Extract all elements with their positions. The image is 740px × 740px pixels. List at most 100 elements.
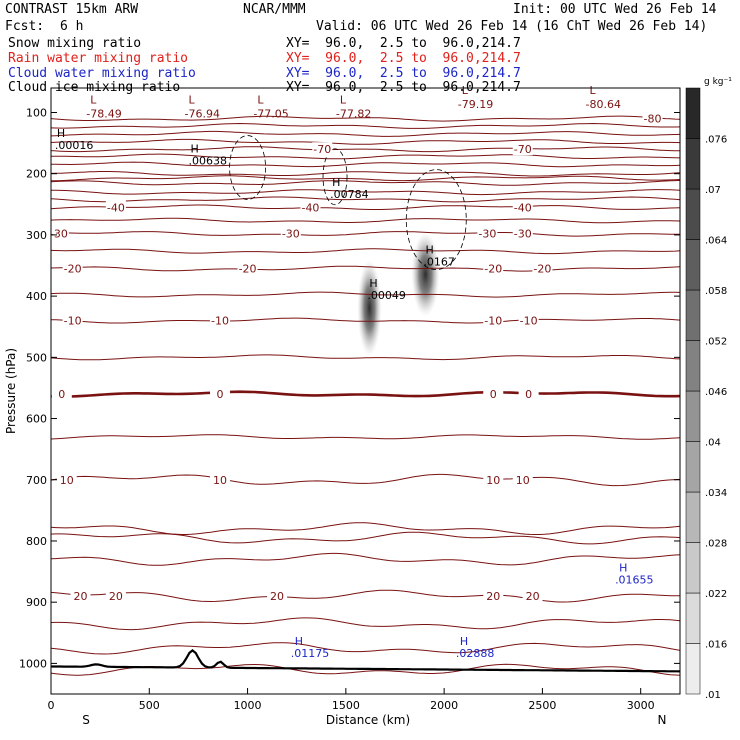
colorbar-segment xyxy=(685,592,701,644)
contour-label: 20 xyxy=(270,590,284,603)
high-marker: H xyxy=(460,635,468,648)
field-cloudwater-xy: XY= 96.0, 2.5 to 96.0,214.7 xyxy=(286,66,521,81)
x-tick-label: 1000 xyxy=(234,699,262,712)
snow-maximum-label: .0167 xyxy=(423,255,455,268)
contour-label: 0 xyxy=(490,388,497,401)
contour-label: -70 xyxy=(514,143,532,156)
contour-label-bg xyxy=(518,313,539,327)
contour-label: 20 xyxy=(526,590,540,603)
low-marker: L xyxy=(340,93,347,106)
contour-label: 20 xyxy=(73,590,87,603)
low-marker: L xyxy=(462,84,469,97)
temperature-contour-line xyxy=(51,265,680,272)
x-tick-label: 3000 xyxy=(627,699,655,712)
contour-label: -30 xyxy=(478,228,496,241)
contour-label-bg xyxy=(477,226,498,240)
plot-frame xyxy=(50,87,681,695)
temperature-minimum-label: -77.82 xyxy=(336,107,371,120)
freezing-contour-line xyxy=(51,390,680,398)
temperature-minimum-label: -80.64 xyxy=(586,98,621,111)
low-marker: L xyxy=(257,93,264,106)
contour-label-bg xyxy=(237,261,258,275)
colorbar-label: .04 xyxy=(705,438,721,449)
low-marker: L xyxy=(90,93,97,106)
y-tick-label: 900 xyxy=(26,596,47,609)
temperature-contour-line xyxy=(51,204,680,210)
colorbar-label: .01 xyxy=(705,690,721,701)
temperature-contour-line xyxy=(51,552,680,566)
contour-label-bg xyxy=(105,589,126,603)
contour-label: -10 xyxy=(520,315,538,328)
contour-label: -10 xyxy=(484,315,502,328)
low-marker: L xyxy=(590,84,597,97)
y-tick-label: 800 xyxy=(26,535,47,548)
contour-label-bg xyxy=(48,226,69,240)
init-time: Init: 00 UTC Wed 26 Feb 14 xyxy=(513,2,717,17)
colorbar-unit: g kg⁻¹ xyxy=(704,77,732,87)
contour-label-bg xyxy=(483,387,504,401)
field-rain-xy: XY= 96.0, 2.5 to 96.0,214.7 xyxy=(286,51,521,66)
high-marker: H xyxy=(295,635,303,648)
snow-maximum-label: .00016 xyxy=(55,139,94,152)
x-tick-label: 2000 xyxy=(430,699,458,712)
high-marker: H xyxy=(332,176,340,189)
contour-label-bg xyxy=(210,472,231,486)
colorbar-label: .07 xyxy=(705,185,721,196)
contour-label: -70 xyxy=(313,143,331,156)
colorbar-segment xyxy=(685,239,701,291)
temperature-contour-line xyxy=(51,231,680,237)
contour-label-bg xyxy=(512,226,533,240)
contour-label: 20 xyxy=(486,590,500,603)
contour-label-bg xyxy=(56,472,77,486)
temperature-contour-line xyxy=(51,171,680,177)
contour-label: -20 xyxy=(533,263,551,276)
low-marker: L xyxy=(189,93,196,106)
contour-label-bg xyxy=(312,142,333,156)
contour-label-bg xyxy=(105,200,126,214)
forecast-label: Fcst: xyxy=(5,19,45,34)
field-snow-name: Snow mixing ratio xyxy=(8,36,142,51)
temperature-contour-line xyxy=(51,122,680,129)
contour-label-bg xyxy=(51,387,72,401)
colorbar-label: .034 xyxy=(705,488,727,499)
temperature-contour-line xyxy=(51,248,680,255)
high-marker: H xyxy=(369,277,377,290)
snow-maximum-label: .00784 xyxy=(330,188,369,201)
y-tick-label: 200 xyxy=(26,168,47,181)
colorbar-label: .028 xyxy=(705,539,727,550)
terrain-line xyxy=(51,648,680,673)
contour-label: -30 xyxy=(514,228,532,241)
cloud-ice-contour xyxy=(322,148,348,206)
colorbar-label: .058 xyxy=(705,286,727,297)
high-marker: H xyxy=(619,562,627,575)
temperature-contour-line xyxy=(51,354,680,361)
colorbar-segment xyxy=(685,441,701,493)
x-end-label-north: N xyxy=(658,713,667,727)
x-axis-title: Distance (km) xyxy=(326,713,410,727)
contour-label-bg xyxy=(210,313,231,327)
contour-label: -10 xyxy=(64,315,82,328)
contour-label: 0 xyxy=(58,388,65,401)
contour-label-bg xyxy=(267,589,288,603)
x-tick-label: 1500 xyxy=(332,699,360,712)
contour-label-bg xyxy=(210,387,231,401)
forecast-value: 6 h xyxy=(60,19,84,34)
contour-label-bg xyxy=(483,313,504,327)
contour-label: -80 xyxy=(643,113,661,126)
x-tick-label: 500 xyxy=(139,699,160,712)
temperature-contour-line xyxy=(51,291,680,298)
snow-maximum-label: .00638 xyxy=(189,154,228,167)
temperature-contour-line xyxy=(51,217,680,224)
contour-label-bg xyxy=(512,472,533,486)
temperature-contour-line xyxy=(51,179,680,186)
contour-label-bg xyxy=(62,313,83,327)
contour-label: -40 xyxy=(107,201,125,214)
cloud-water-maximum-label: .01175 xyxy=(291,647,330,660)
contour-label: 0 xyxy=(217,388,224,401)
temperature-contour-line xyxy=(51,189,680,196)
contour-label-bg xyxy=(532,261,553,275)
temperature-contour-line xyxy=(51,196,680,203)
colorbar-label: .076 xyxy=(705,135,727,146)
temperature-contour-line xyxy=(51,146,680,153)
